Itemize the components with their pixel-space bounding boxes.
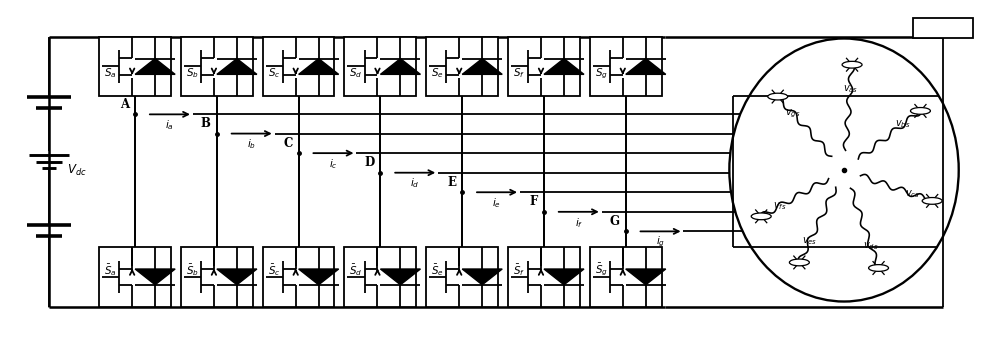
Text: $v_{es}$: $v_{es}$ — [802, 235, 817, 247]
Bar — [426, 247, 498, 307]
Text: $i_d$: $i_d$ — [410, 176, 420, 190]
Polygon shape — [380, 269, 420, 285]
Text: $v_{as}$: $v_{as}$ — [843, 83, 858, 95]
Text: G: G — [610, 215, 620, 228]
Text: $S_e$: $S_e$ — [431, 67, 444, 81]
Circle shape — [869, 265, 889, 271]
Text: F: F — [530, 195, 538, 208]
Bar — [344, 247, 416, 307]
Text: D: D — [364, 156, 374, 169]
Text: $S_g$: $S_g$ — [595, 66, 608, 81]
Bar — [590, 247, 662, 307]
Bar — [181, 37, 253, 96]
Polygon shape — [544, 58, 584, 74]
Text: $i_c$: $i_c$ — [329, 157, 338, 171]
Circle shape — [922, 198, 942, 204]
Bar — [263, 247, 334, 307]
Text: B: B — [201, 117, 211, 130]
Circle shape — [842, 61, 862, 68]
Text: $i_b$: $i_b$ — [247, 137, 256, 151]
Polygon shape — [462, 58, 502, 74]
Bar — [426, 37, 498, 96]
Polygon shape — [626, 58, 666, 74]
Bar — [913, 18, 973, 38]
Text: $i_f$: $i_f$ — [575, 216, 583, 230]
Text: $i_e$: $i_e$ — [492, 196, 502, 210]
Bar — [99, 247, 171, 307]
Polygon shape — [626, 269, 666, 285]
Polygon shape — [135, 269, 175, 285]
Text: A: A — [120, 98, 129, 111]
Polygon shape — [462, 269, 502, 285]
Text: $S_b$: $S_b$ — [186, 67, 199, 81]
Text: $v_{ds}$: $v_{ds}$ — [863, 240, 878, 252]
Polygon shape — [217, 58, 257, 74]
Text: $\bar{S}_a$: $\bar{S}_a$ — [104, 262, 117, 278]
Bar — [99, 37, 171, 96]
Circle shape — [910, 107, 930, 114]
Polygon shape — [217, 269, 257, 285]
Text: $S_d$: $S_d$ — [349, 67, 363, 81]
Polygon shape — [299, 269, 339, 285]
Text: $\bar{S}_c$: $\bar{S}_c$ — [268, 262, 280, 278]
Text: $v_{gs}$: $v_{gs}$ — [785, 107, 801, 120]
Polygon shape — [299, 58, 339, 74]
Text: $i_g$: $i_g$ — [656, 235, 665, 249]
Text: $S_a$: $S_a$ — [104, 67, 117, 81]
Polygon shape — [135, 58, 175, 74]
Text: $\bar{S}_d$: $\bar{S}_d$ — [349, 262, 363, 278]
Circle shape — [751, 213, 771, 220]
Text: $S_f$: $S_f$ — [513, 67, 525, 81]
Text: $v_{fs}$: $v_{fs}$ — [773, 200, 787, 211]
Bar — [344, 37, 416, 96]
Bar — [590, 37, 662, 96]
Bar — [181, 247, 253, 307]
Bar — [508, 247, 580, 307]
Text: $v_{cs}$: $v_{cs}$ — [905, 188, 919, 200]
Circle shape — [789, 259, 809, 266]
Text: E: E — [447, 176, 456, 189]
Text: $\bar{S}_f$: $\bar{S}_f$ — [513, 262, 525, 278]
Bar — [263, 37, 334, 96]
Text: $V_{dc}$: $V_{dc}$ — [67, 163, 87, 177]
Text: $\bar{S}_e$: $\bar{S}_e$ — [431, 262, 444, 278]
Text: C: C — [283, 137, 293, 150]
Bar — [508, 37, 580, 96]
Polygon shape — [380, 58, 420, 74]
Circle shape — [768, 93, 788, 100]
Polygon shape — [544, 269, 584, 285]
Text: $S_c$: $S_c$ — [268, 67, 280, 81]
Text: $v_{bs}$: $v_{bs}$ — [895, 119, 911, 130]
Text: $\bar{S}_g$: $\bar{S}_g$ — [595, 261, 608, 278]
Text: $\bar{S}_b$: $\bar{S}_b$ — [186, 262, 199, 278]
Text: $i_a$: $i_a$ — [165, 118, 174, 132]
